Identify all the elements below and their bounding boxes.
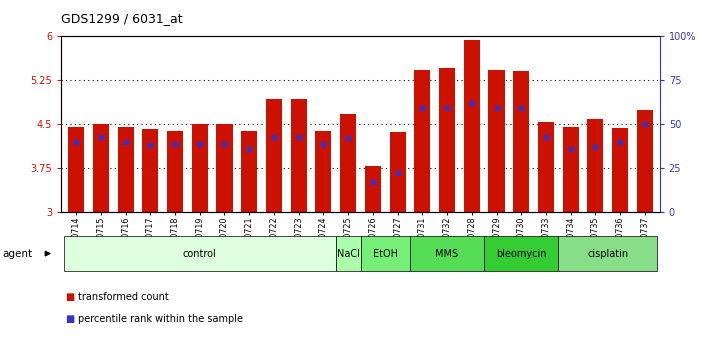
Bar xyxy=(118,127,133,212)
Bar xyxy=(439,68,455,212)
Bar xyxy=(291,99,306,212)
Bar xyxy=(415,70,430,212)
Bar xyxy=(562,127,579,212)
Bar xyxy=(192,124,208,212)
Bar xyxy=(68,127,84,212)
Bar xyxy=(389,132,406,212)
Text: control: control xyxy=(183,249,216,258)
Bar xyxy=(142,129,159,212)
Bar xyxy=(488,70,505,212)
Bar xyxy=(266,99,282,212)
Bar xyxy=(315,131,332,212)
Text: agent: agent xyxy=(2,249,32,258)
Bar xyxy=(637,110,653,212)
Bar xyxy=(538,122,554,212)
Text: NaCl: NaCl xyxy=(337,249,360,258)
Bar xyxy=(612,128,628,212)
Text: percentile rank within the sample: percentile rank within the sample xyxy=(78,314,243,324)
Text: EtOH: EtOH xyxy=(373,249,398,258)
Bar xyxy=(558,236,658,271)
Bar xyxy=(216,124,233,212)
Bar xyxy=(513,71,529,212)
Text: MMS: MMS xyxy=(435,249,459,258)
Text: ■: ■ xyxy=(65,314,74,324)
Bar xyxy=(340,114,356,212)
Bar xyxy=(588,119,603,212)
Text: cisplatin: cisplatin xyxy=(587,249,628,258)
Text: ■: ■ xyxy=(65,292,74,302)
Bar xyxy=(242,131,257,212)
Bar xyxy=(410,236,484,271)
Text: GDS1299 / 6031_at: GDS1299 / 6031_at xyxy=(61,12,183,25)
Bar xyxy=(365,166,381,212)
Bar xyxy=(93,124,109,212)
Text: transformed count: transformed count xyxy=(78,292,169,302)
Bar xyxy=(63,236,336,271)
Bar xyxy=(336,236,360,271)
Bar xyxy=(167,131,183,212)
Bar xyxy=(484,236,558,271)
Bar xyxy=(464,40,479,212)
Bar xyxy=(360,236,410,271)
Text: bleomycin: bleomycin xyxy=(496,249,547,258)
